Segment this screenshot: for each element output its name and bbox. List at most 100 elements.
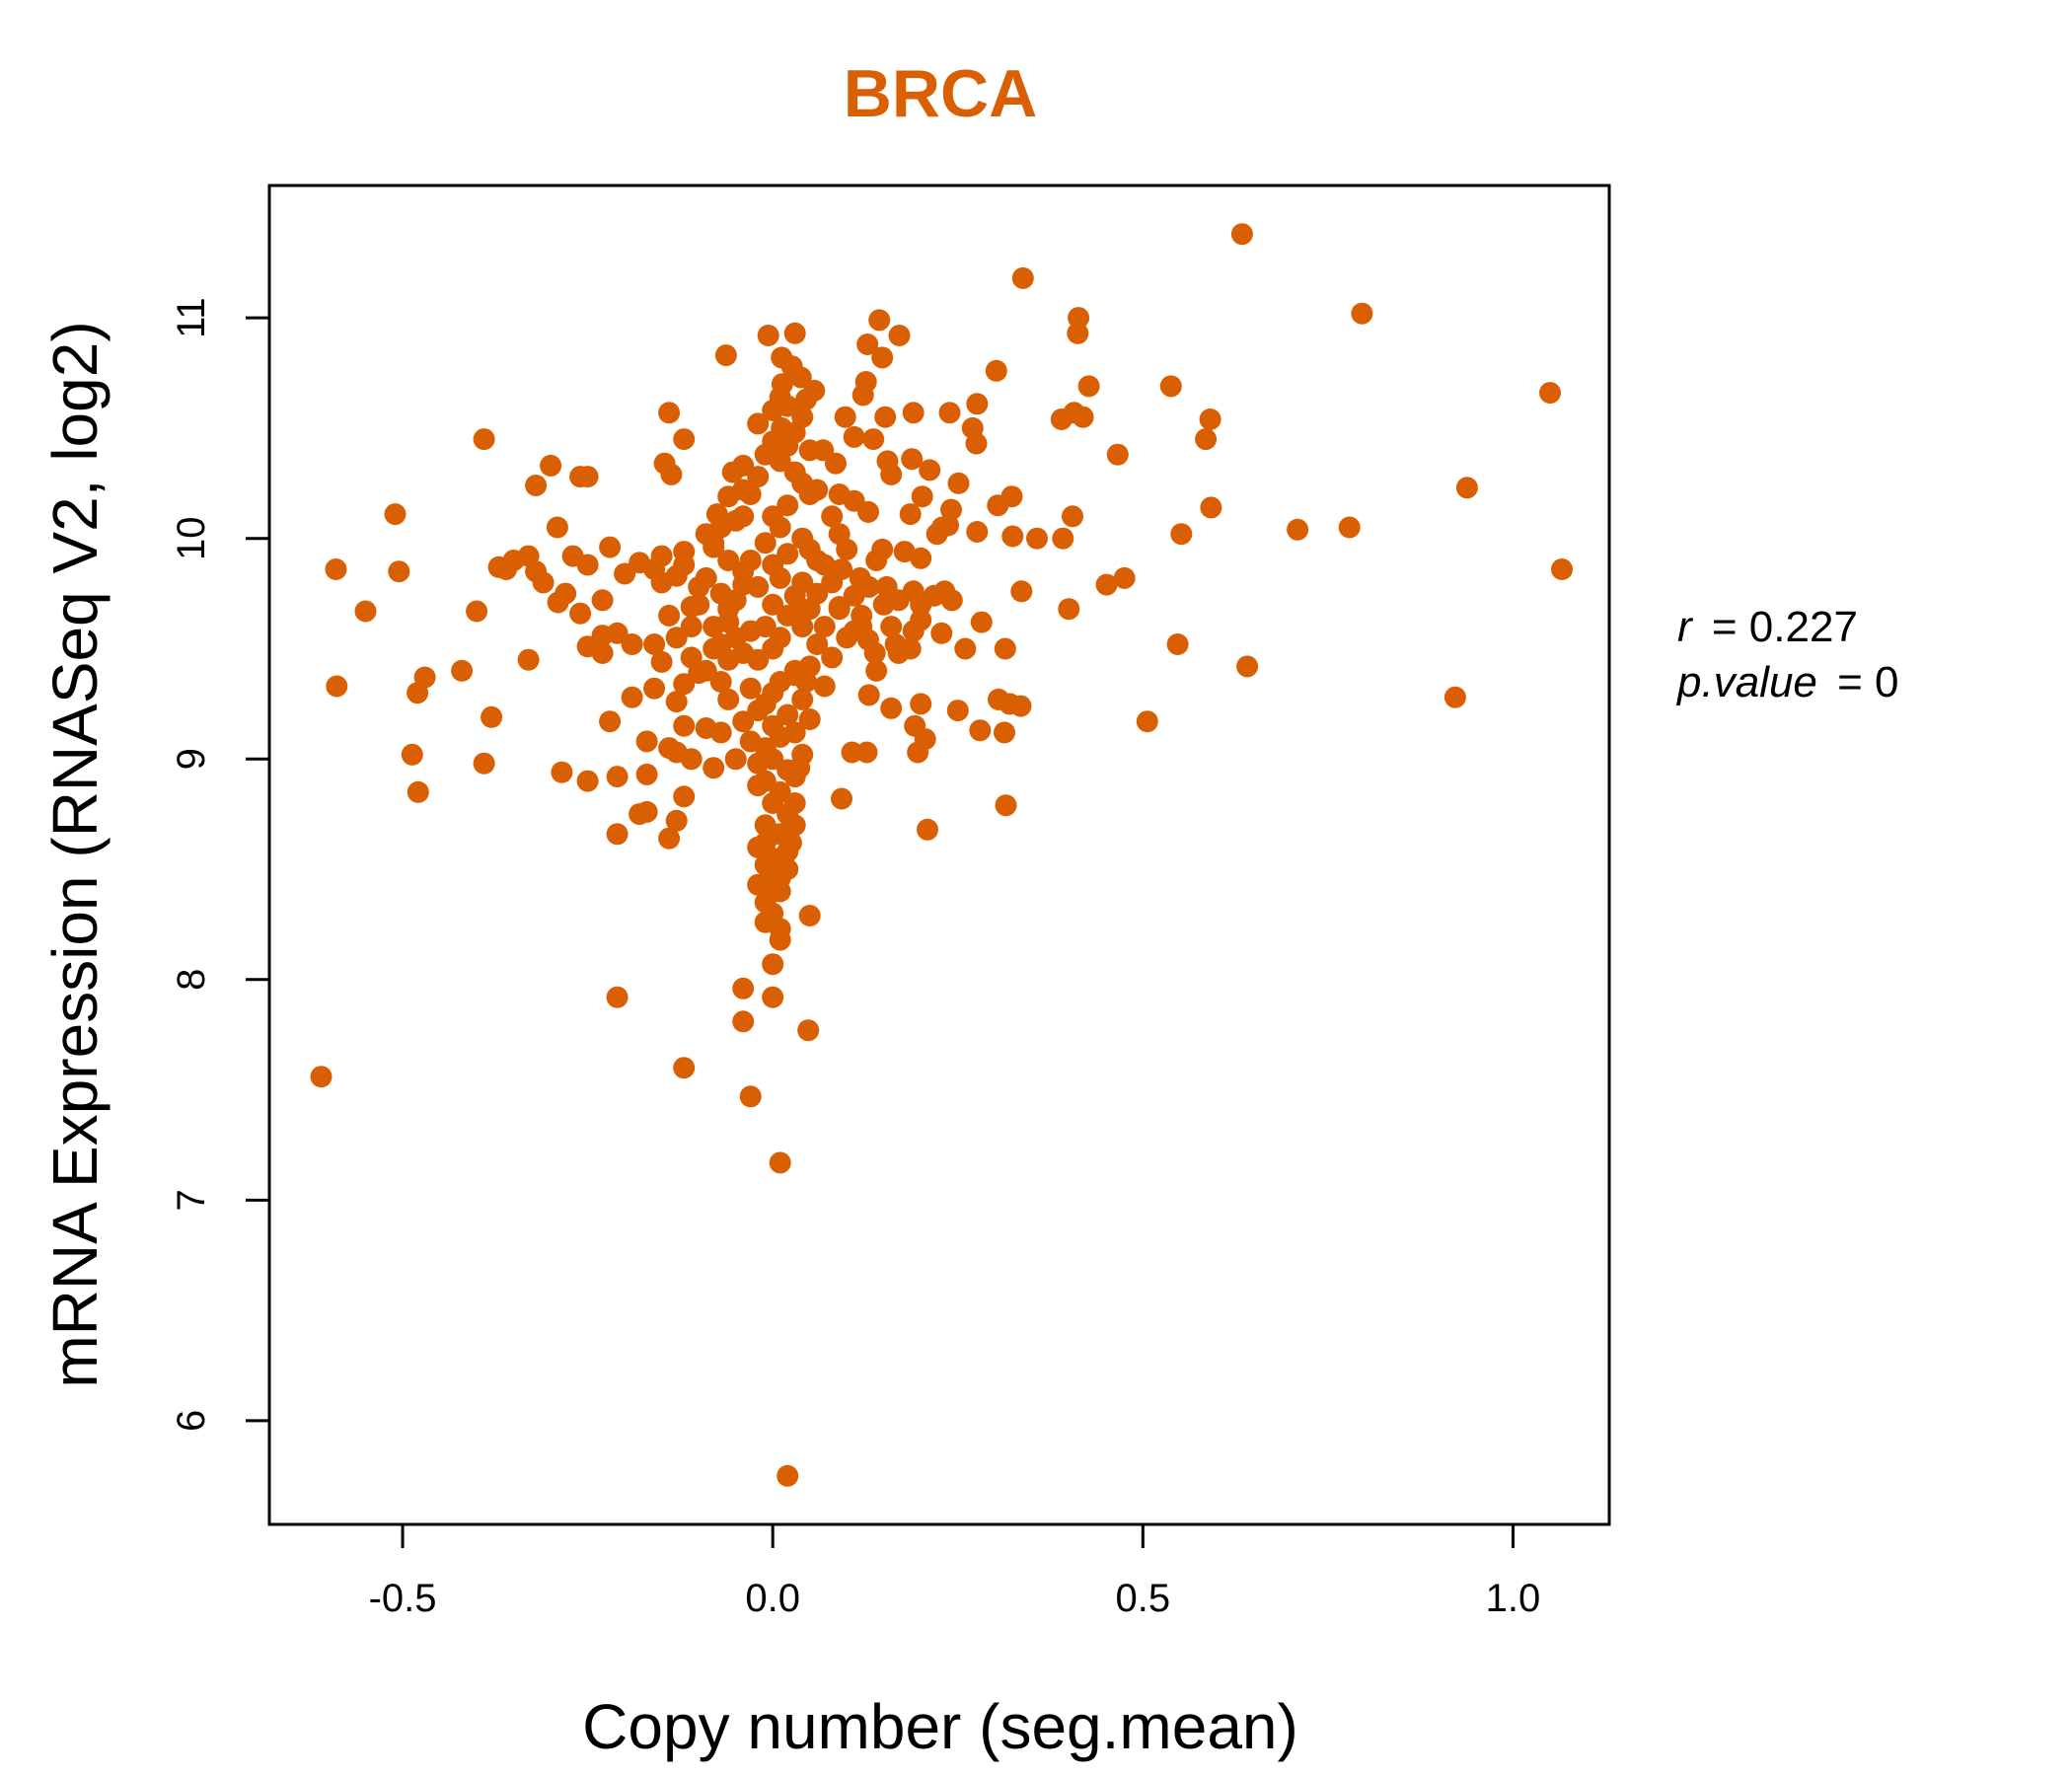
data-point [1159,375,1182,398]
data-point [703,757,725,779]
data-point [695,659,717,682]
data-point [747,412,770,435]
data-point [606,622,629,644]
data-point [762,875,784,898]
data-point [834,406,856,428]
data-point [1077,375,1100,398]
data-point [1052,527,1074,550]
data-point [1230,223,1253,246]
data-point [777,543,799,565]
data-point [893,541,916,563]
data-point [988,688,1009,710]
data-point [917,818,938,841]
data-point [880,463,903,485]
data-point [1338,516,1361,539]
data-point [789,366,812,389]
data-point [665,691,688,713]
data-point [739,483,762,505]
data-point [783,766,806,788]
data-point [857,575,880,598]
x-tick-label: 0.5 [1116,1577,1171,1620]
data-point [769,516,791,539]
data-point [635,763,658,785]
data-point [569,602,592,625]
data-point [673,1057,696,1079]
y-tick-label: 6 [170,1410,213,1432]
data-point [325,558,347,580]
data-point [907,741,929,764]
data-point [798,439,821,462]
data-point [798,598,821,621]
data-point [938,402,961,424]
data-point [532,571,555,594]
data-point [887,641,910,664]
y-axis: 6 7 8 9 10 11 [170,297,269,1432]
data-point [606,766,629,788]
data-point [806,633,829,655]
data-point [724,748,747,771]
data-point [762,637,784,660]
data-point [658,604,681,627]
data-point [783,721,806,744]
data-point [517,648,540,671]
data-point [1170,523,1193,546]
data-point [1236,655,1259,678]
x-tick-label: -0.5 [369,1577,437,1620]
y-tick-label: 10 [170,516,213,560]
data-point [629,803,651,826]
data-point [739,1085,762,1108]
data-point [783,322,806,344]
data-point [487,555,510,578]
data-point [643,633,666,655]
data-point [798,905,821,926]
data-point [798,483,821,505]
data-point [791,616,814,638]
data-point [769,928,791,951]
data-point [888,325,911,346]
data-point [994,721,1015,744]
data-point [658,827,681,850]
data-point [1539,382,1561,405]
data-point [919,459,941,481]
data-point [754,532,777,555]
data-point [576,466,599,488]
data-point [401,743,423,766]
data-point [1001,525,1024,548]
data-point [821,505,844,528]
data-point [880,616,903,638]
data-point [880,697,903,719]
data-point [709,671,732,693]
data-point [791,571,814,594]
data-point [673,554,696,576]
data-point [732,505,755,528]
data-point [777,858,799,880]
data-point [777,494,799,517]
data-point [902,620,925,642]
data-point [1011,266,1034,289]
data-point [783,664,806,687]
data-point [899,503,922,526]
data-point [1200,496,1222,519]
data-point [732,710,755,733]
data-point [856,333,879,355]
data-point [851,616,873,638]
r-label: r [1677,603,1694,651]
data-point [865,659,888,682]
data-point [599,710,622,733]
data-point [680,748,703,771]
data-point [1166,633,1189,655]
data-point [777,395,799,417]
data-point [940,589,963,612]
data-point [995,794,1017,817]
data-point [925,523,948,546]
data-point [747,575,770,598]
data-point [769,1151,791,1174]
data-point [1067,322,1089,344]
data-point [954,637,977,660]
data-point [599,536,622,558]
data-point [621,633,643,655]
data-point [747,752,770,775]
x-tick-label: 1.0 [1486,1577,1541,1620]
data-point [966,393,989,415]
data-point [658,402,681,424]
